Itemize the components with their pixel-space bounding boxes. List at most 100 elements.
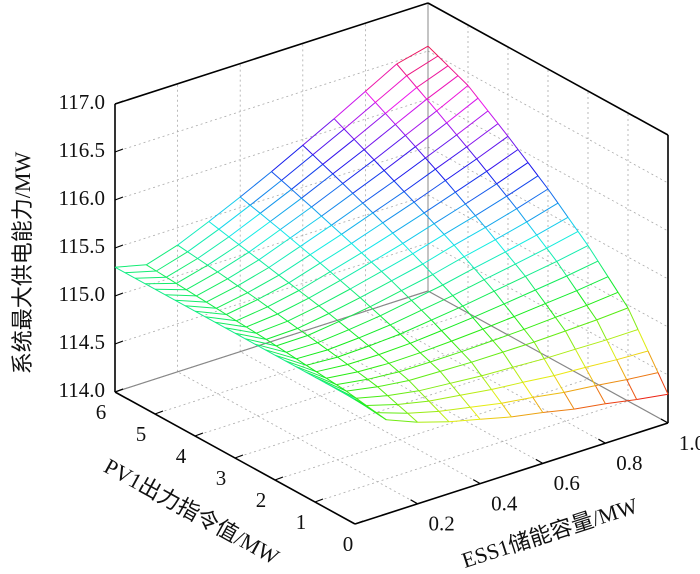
mesh-segment	[430, 351, 462, 363]
mesh-segment	[466, 146, 478, 160]
mesh-segment	[279, 206, 312, 231]
z-tick-label: 115.0	[59, 282, 105, 306]
mesh-segment	[276, 345, 287, 353]
mesh-segment	[227, 278, 238, 287]
mesh-segment	[334, 387, 346, 395]
mesh-segment	[402, 223, 435, 244]
mesh-segment	[453, 226, 486, 246]
mesh-segment	[187, 251, 198, 259]
mesh-segment	[342, 183, 354, 194]
mesh-segment	[487, 110, 499, 124]
x-tick-label: 6	[96, 400, 107, 424]
mesh-segment	[176, 282, 187, 291]
mesh-segment	[308, 279, 341, 299]
y-axis-title: ESS1储能容量/MW	[459, 493, 641, 573]
grid-line	[427, 242, 669, 376]
mesh-segment	[421, 309, 432, 321]
mesh-segment	[546, 247, 558, 262]
mesh-segment	[186, 271, 218, 291]
mesh-segment	[332, 173, 344, 184]
mesh-segment	[574, 348, 586, 368]
mesh-segment	[297, 313, 330, 329]
y-axis-line	[354, 422, 669, 525]
mesh-segment	[463, 256, 475, 269]
mesh-segment	[154, 288, 166, 296]
mesh-segment	[271, 144, 304, 172]
mesh-segment	[317, 329, 350, 344]
mesh-segment	[268, 267, 280, 276]
mesh-segment	[244, 338, 256, 345]
mesh-segment	[224, 327, 257, 334]
mesh-segment	[647, 350, 659, 373]
mesh-segment	[461, 351, 472, 363]
mesh-segment	[401, 290, 412, 301]
mesh-segment	[321, 215, 332, 226]
mesh-segment	[134, 277, 146, 285]
mesh-segment	[357, 362, 390, 373]
mesh-segment	[375, 75, 408, 103]
mesh-segment	[415, 122, 448, 148]
z-tick-label: 116.0	[59, 186, 105, 210]
mesh-segment	[224, 327, 236, 334]
mesh-segment	[373, 135, 406, 161]
mesh-segment	[306, 364, 317, 373]
mesh-segment	[326, 377, 337, 386]
mesh-segment	[379, 315, 391, 326]
mesh-segment	[226, 299, 258, 315]
mesh-segment	[473, 267, 485, 281]
mesh-segment	[501, 402, 512, 418]
mesh-segment	[446, 122, 458, 136]
mesh-segment	[333, 91, 366, 120]
mesh-segment	[391, 280, 402, 291]
mesh-segment	[636, 393, 669, 400]
mesh-segment	[483, 263, 516, 281]
mesh-segment	[443, 215, 476, 235]
mesh-segment	[481, 375, 492, 390]
mesh-segment	[606, 329, 639, 341]
mesh-segment	[616, 350, 649, 361]
mesh-segment	[617, 292, 629, 309]
mesh-segment	[481, 366, 513, 377]
mesh-segment	[274, 354, 286, 362]
mesh-segment	[596, 319, 608, 341]
x-tick-mark	[314, 498, 324, 503]
mesh-segment	[626, 372, 659, 381]
y-tick-mark	[410, 499, 418, 505]
mesh-segment	[194, 310, 227, 315]
mesh-segment	[515, 247, 547, 265]
mesh-segment	[415, 146, 426, 159]
mesh-segment	[393, 157, 426, 182]
mesh-segment	[401, 274, 434, 292]
grid-line	[274, 378, 589, 481]
mesh-segment	[367, 371, 400, 380]
mesh-segment	[523, 328, 535, 343]
z-axis-title: 系统最大供电能力/MW	[10, 152, 35, 375]
mesh-segment	[584, 367, 596, 386]
mesh-segment	[279, 229, 291, 239]
mesh-segment	[512, 358, 545, 368]
mesh-segment	[497, 123, 509, 137]
mesh-segment	[436, 110, 448, 124]
mesh-segment	[605, 399, 637, 405]
mesh-segment	[218, 204, 251, 230]
mesh-segment	[257, 299, 268, 308]
mesh-segment	[465, 203, 476, 217]
mesh-segment	[216, 292, 248, 309]
mesh-segment	[567, 217, 579, 232]
mesh-segment	[576, 276, 609, 292]
mesh-segment	[574, 403, 606, 410]
z-tick-mark	[114, 340, 124, 345]
mesh-segment	[376, 412, 387, 421]
mesh-segment	[408, 380, 420, 392]
mesh-segment	[184, 305, 217, 309]
mesh-segment	[363, 124, 396, 150]
mesh-segment	[333, 118, 345, 130]
mesh-segment	[298, 290, 310, 299]
mesh-segment	[405, 110, 438, 136]
mesh-segment	[361, 232, 394, 254]
mesh-segment	[483, 279, 495, 292]
mesh-segment	[291, 188, 302, 199]
mesh-segment	[304, 371, 316, 378]
mesh-segment	[294, 365, 327, 379]
mesh-segment	[526, 202, 559, 223]
